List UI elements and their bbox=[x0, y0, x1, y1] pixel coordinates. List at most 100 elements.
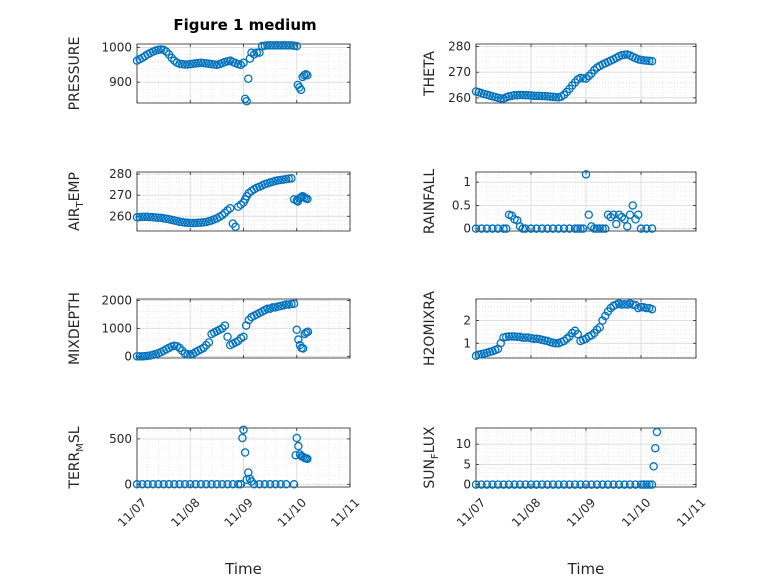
data-point bbox=[570, 224, 580, 233]
y-axis-label: TERRMSL bbox=[67, 426, 86, 489]
data-point bbox=[518, 224, 528, 233]
data-point bbox=[180, 60, 190, 69]
data-point bbox=[260, 480, 270, 489]
data-point bbox=[233, 202, 243, 212]
y-axis-label: H2OMIXRA bbox=[422, 291, 438, 366]
data-point bbox=[510, 480, 519, 489]
data-point bbox=[294, 335, 303, 344]
data-point bbox=[636, 480, 646, 489]
data-point bbox=[132, 480, 142, 489]
data-point bbox=[263, 41, 272, 50]
data-point bbox=[239, 425, 248, 435]
data-point bbox=[135, 352, 144, 361]
data-point bbox=[488, 480, 497, 489]
data-point bbox=[477, 224, 486, 233]
data-point bbox=[271, 480, 280, 489]
data-point bbox=[521, 333, 530, 342]
data-point bbox=[281, 41, 291, 50]
data-point bbox=[584, 71, 594, 81]
data-point bbox=[501, 224, 511, 233]
axes-rainfall: 0 0.5 1 RAINFALL bbox=[422, 169, 697, 236]
data-point bbox=[488, 224, 497, 233]
data-point bbox=[284, 41, 294, 50]
data-point bbox=[217, 480, 227, 489]
data-point bbox=[289, 299, 299, 309]
data-point bbox=[220, 208, 230, 218]
data-point bbox=[220, 321, 230, 330]
data-point bbox=[592, 325, 602, 334]
data-point bbox=[175, 343, 184, 353]
data-point bbox=[292, 41, 301, 51]
y-tick-label: 1 bbox=[463, 336, 471, 350]
data-point bbox=[529, 91, 539, 101]
data-point bbox=[595, 224, 605, 233]
data-point bbox=[568, 328, 577, 338]
y-tick-label: 280 bbox=[448, 40, 471, 54]
data-point bbox=[138, 480, 147, 489]
data-point bbox=[612, 219, 621, 229]
data-point bbox=[217, 324, 227, 333]
data-point bbox=[587, 331, 596, 340]
data-point bbox=[620, 480, 629, 489]
data-point bbox=[598, 316, 607, 325]
data-point bbox=[276, 480, 286, 489]
data-point bbox=[236, 60, 246, 70]
data-point bbox=[642, 224, 651, 233]
data-point bbox=[642, 480, 651, 489]
data-point bbox=[193, 218, 203, 228]
data-point bbox=[609, 480, 618, 489]
data-point bbox=[617, 212, 627, 222]
y-tick-label: 280 bbox=[109, 167, 132, 181]
data-point bbox=[132, 352, 142, 361]
data-point bbox=[601, 311, 610, 321]
data-point bbox=[162, 47, 171, 56]
y-tick-label: 260 bbox=[448, 91, 471, 105]
data-point bbox=[199, 343, 208, 353]
y-tick-label: 270 bbox=[109, 188, 132, 202]
data-point bbox=[532, 224, 541, 233]
data-point bbox=[649, 462, 658, 471]
data-point bbox=[532, 480, 541, 489]
data-point bbox=[625, 480, 635, 489]
data-point bbox=[252, 48, 262, 57]
data-point bbox=[590, 65, 599, 75]
data-point bbox=[559, 90, 569, 100]
data-point bbox=[576, 224, 585, 233]
data-point bbox=[154, 480, 163, 489]
y-axis-label: THETA bbox=[422, 51, 438, 97]
data-point bbox=[493, 480, 503, 489]
data-point bbox=[645, 480, 654, 489]
y-tick-label: 0 bbox=[463, 222, 471, 236]
data-point bbox=[554, 224, 563, 233]
y-tick-label: 1000 bbox=[101, 40, 132, 54]
data-point bbox=[255, 480, 264, 489]
data-point bbox=[614, 210, 624, 219]
data-point bbox=[244, 74, 253, 83]
data-point bbox=[526, 480, 536, 489]
data-point bbox=[301, 69, 311, 79]
data-point bbox=[225, 203, 235, 213]
x-axis-label: Time bbox=[224, 560, 262, 578]
data-point bbox=[271, 41, 280, 50]
data-point bbox=[598, 224, 607, 233]
data-point bbox=[303, 70, 312, 80]
data-point bbox=[559, 224, 569, 233]
data-point bbox=[634, 210, 643, 219]
data-point bbox=[562, 334, 572, 343]
data-point bbox=[515, 90, 525, 100]
data-point bbox=[579, 224, 588, 233]
data-point bbox=[236, 480, 246, 489]
data-point bbox=[551, 92, 561, 102]
data-point bbox=[242, 97, 251, 106]
data-point bbox=[496, 94, 505, 103]
data-point bbox=[233, 336, 243, 346]
data-point bbox=[477, 480, 486, 489]
data-point bbox=[521, 224, 530, 233]
data-point bbox=[249, 480, 259, 489]
data-point bbox=[645, 56, 654, 66]
data-point bbox=[185, 480, 195, 489]
data-point bbox=[642, 303, 651, 313]
data-point bbox=[526, 224, 536, 233]
data-point bbox=[636, 224, 646, 233]
